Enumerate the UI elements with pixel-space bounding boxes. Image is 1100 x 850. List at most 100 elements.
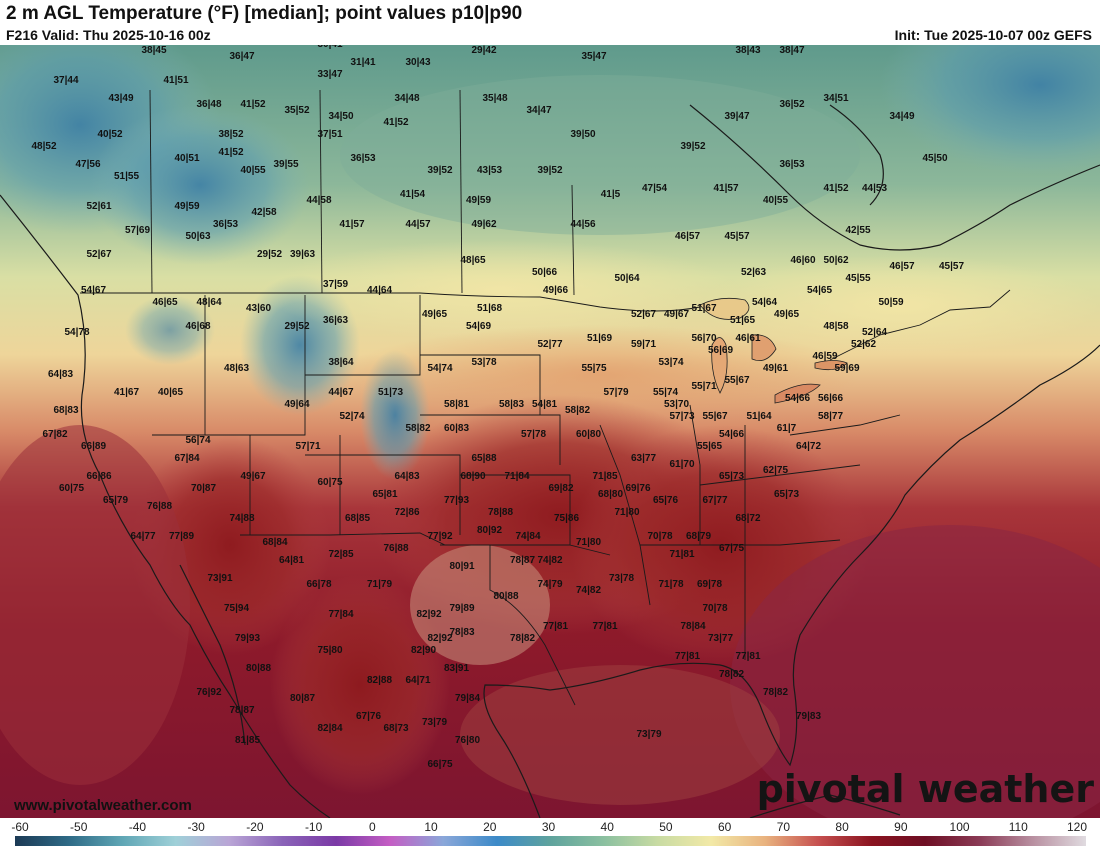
point-value-label: 56|66 (818, 393, 843, 404)
point-value-label: 76|88 (147, 501, 172, 512)
point-value-label: 50|64 (614, 273, 639, 284)
pale-belt-east (700, 255, 1100, 355)
cuba-coast (749, 794, 901, 818)
point-value-label: 62|75 (763, 465, 788, 476)
point-value-label: 53|74 (658, 357, 683, 368)
point-value-label: 34|48 (394, 93, 419, 104)
point-value-label: 68|73 (383, 723, 408, 734)
point-value-label: 54|66 (719, 429, 744, 440)
point-value-label: 60|75 (59, 483, 84, 494)
point-value-label: 38|43 (735, 45, 760, 56)
point-value-label: 52|67 (86, 249, 111, 260)
point-value-label: 56|74 (185, 435, 210, 446)
point-value-label: 39|55 (273, 159, 298, 170)
point-value-label: 60|80 (576, 429, 601, 440)
point-value-label: 66|75 (427, 759, 452, 770)
point-value-label: 39|47 (724, 111, 749, 122)
point-value-label: 36|53 (779, 159, 804, 170)
state-line-i (460, 474, 611, 556)
point-value-label: 72|86 (394, 507, 419, 518)
point-value-label: 45|57 (724, 231, 749, 242)
point-value-label: 54|66 (785, 393, 810, 404)
colorbar-tick-label: 40 (600, 820, 614, 834)
valid-time: F216 Valid: Thu 2025-10-16 00z (6, 27, 211, 43)
orange-belt (340, 325, 860, 425)
point-value-label: 67|77 (702, 495, 727, 506)
point-value-label: 49|64 (284, 399, 309, 410)
point-value-label: 41|52 (218, 147, 243, 158)
point-value-label: 57|73 (669, 411, 694, 422)
point-value-label: 65|73 (719, 471, 744, 482)
point-value-label: 64|72 (796, 441, 821, 452)
province-line-3 (571, 184, 575, 296)
point-value-label: 67|75 (719, 543, 744, 554)
point-value-label: 72|85 (328, 549, 353, 560)
lake-ontario (814, 360, 848, 371)
alaska-boundary (149, 89, 153, 294)
point-value-label: 40|65 (158, 387, 183, 398)
point-value-label: 49|59 (466, 195, 491, 206)
point-value-label: 50|63 (185, 231, 210, 242)
coastlines (0, 104, 1100, 818)
point-value-label: 65|73 (774, 489, 799, 500)
point-value-label: 51|67 (691, 303, 716, 314)
point-value-label: 40|55 (240, 165, 265, 176)
pacific-warm (0, 425, 190, 785)
point-value-label: 52|74 (339, 411, 364, 422)
colorbar-tick-label: 70 (776, 820, 791, 834)
point-value-label: 44|64 (367, 285, 392, 296)
point-value-label: 53|70 (664, 399, 689, 410)
point-value-label: 48|63 (224, 363, 249, 374)
point-value-label: 45|55 (845, 273, 870, 284)
us-canada-border (80, 292, 701, 312)
point-value-label: 78|84 (680, 621, 705, 632)
point-value-label: 70|78 (702, 603, 727, 614)
point-value-label: 34|50 (328, 111, 353, 122)
gulf-atlantic-coast (483, 344, 1100, 818)
point-value-label: 36|63 (323, 315, 348, 326)
point-value-label: 31|41 (350, 57, 375, 68)
point-value-label: 55|67 (724, 375, 749, 386)
pivotal-weather-logo: pivotal weather (756, 767, 1094, 811)
point-value-label: 68|80 (598, 489, 623, 500)
point-value-label: 83|91 (444, 663, 469, 674)
point-value-label: 68|85 (345, 513, 370, 524)
point-value-label: 36|53 (350, 153, 375, 164)
point-value-label: 35|47 (581, 51, 606, 62)
colorbar-tick-label: 20 (483, 820, 497, 834)
point-value-label: 79|93 (235, 633, 260, 644)
point-value-label: 29|52 (257, 249, 282, 260)
point-value-label: 54|81 (532, 399, 557, 410)
point-value-label: 46|68 (185, 321, 210, 332)
point-value-label: 41|54 (400, 189, 425, 200)
pale-belt-plains (260, 240, 740, 340)
point-value-label: 43|60 (246, 303, 271, 314)
point-value-label: 49|65 (422, 309, 447, 320)
colorbar-strip (15, 836, 1086, 846)
point-value-label: 36|48 (196, 99, 221, 110)
point-value-label: 68|83 (53, 405, 78, 416)
state-line-c (305, 295, 421, 376)
province-line-2 (459, 89, 463, 294)
point-value-label: 52|77 (537, 339, 562, 350)
point-value-label: 57|69 (125, 225, 150, 236)
point-value-label: 78|87 (229, 705, 254, 716)
point-value-label: 34|51 (823, 93, 848, 104)
point-value-label: 54|64 (752, 297, 777, 308)
point-value-label: 51|68 (477, 303, 502, 314)
point-value-label: 42|58 (251, 207, 276, 218)
point-value-label: 49|67 (240, 471, 265, 482)
map-canvas: 38|45 36|47 30|41 31|41 30|43 29|42 35|47 38|43… (0, 45, 1100, 818)
cold-region-northeast (880, 45, 1100, 175)
point-value-label: 75|94 (224, 603, 249, 614)
point-value-label: 73|79 (636, 729, 661, 740)
point-value-label: 49|65 (774, 309, 799, 320)
point-value-label: 38|64 (328, 357, 353, 368)
colorbar-tick-label: 30 (541, 820, 556, 834)
point-value-label: 71|78 (658, 579, 683, 590)
temperature-map: 38|45 36|47 30|41 31|41 30|43 29|42 35|47 38|43… (0, 45, 1100, 818)
point-value-label: 64|81 (279, 555, 304, 566)
point-value-label: 59|71 (631, 339, 656, 350)
point-value-label: 73|91 (207, 573, 232, 584)
point-value-label: 54|78 (64, 327, 89, 338)
